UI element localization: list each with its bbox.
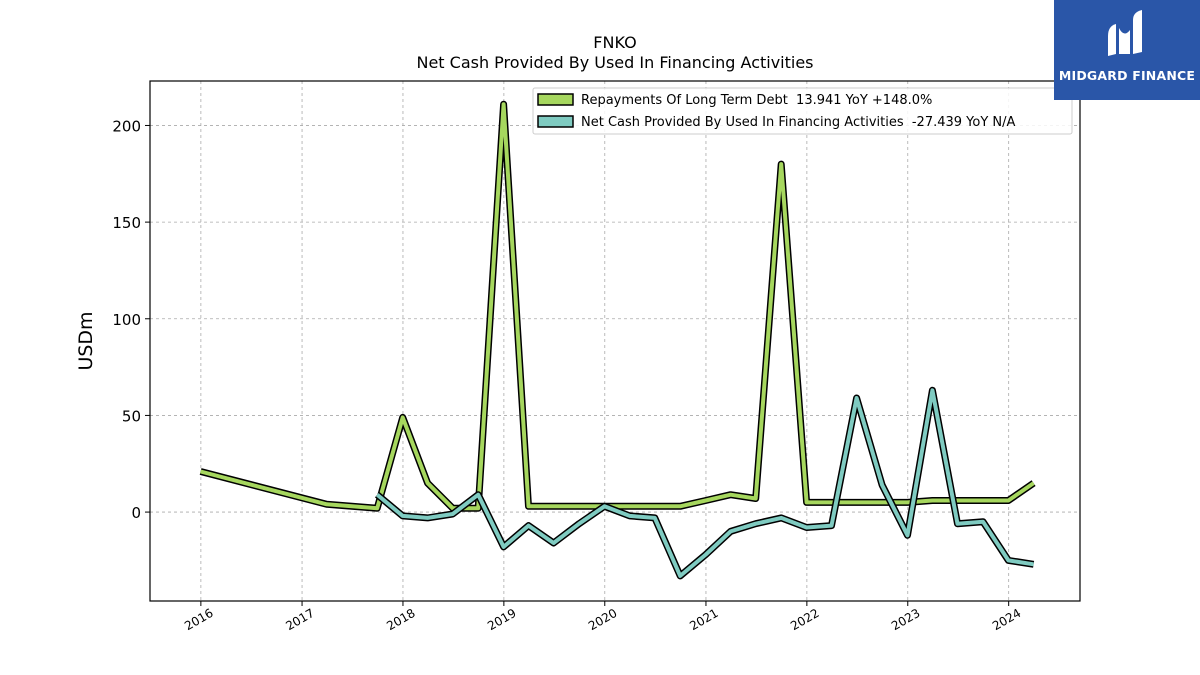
legend: Repayments Of Long Term Debt 13.941 YoY … [532,87,1073,135]
grid-lines [150,81,1080,601]
series-outline-1 [374,386,1035,580]
x-tick-label: 2018 [384,606,417,633]
series-line-0 [199,100,1036,512]
x-axis: 2016 2017 2018 2019 2020 2021 2022 2023 2024 [182,601,1023,633]
y-axis-label: USDm [75,311,97,370]
x-tick-label: 2020 [586,606,619,633]
x-tick-label: 2022 [788,606,821,633]
y-tick-label: 50 [122,407,141,425]
series-stroke-0 [200,102,1035,511]
y-tick-label: 200 [112,117,141,135]
x-tick-label: 2024 [990,606,1023,633]
chart-subtitle: Net Cash Provided By Used In Financing A… [416,53,813,72]
series-outline-0 [199,100,1036,512]
chart-title: FNKO [593,33,636,52]
x-tick-label: 2023 [889,606,922,633]
midgard-finance-logo: MIDGARD FINANCE [1054,0,1200,100]
legend-label-repayments: Repayments Of Long Term Debt 13.941 YoY … [581,93,932,108]
y-tick-label: 100 [112,311,141,329]
midgard-logo-icon [1108,10,1142,56]
series-stroke-1 [375,388,1034,578]
legend-label-net-cash: Net Cash Provided By Used In Financing A… [581,115,1016,130]
x-tick-label: 2017 [283,606,316,633]
series-line-1 [374,386,1035,580]
y-tick-label: 0 [131,504,141,522]
series-lines [199,100,1036,580]
x-tick-label: 2016 [182,606,215,633]
logo-text: MIDGARD FINANCE [1058,68,1196,83]
legend-frame [532,87,1073,135]
x-tick-label: 2019 [485,606,518,633]
x-tick-label: 2021 [687,606,720,633]
plot-frame [149,80,1081,602]
legend-swatch-net-cash [537,115,574,128]
y-tick-label: 150 [112,214,141,232]
y-axis: 0 50 100 150 200 [112,117,150,522]
legend-swatch-repayments [537,93,574,106]
